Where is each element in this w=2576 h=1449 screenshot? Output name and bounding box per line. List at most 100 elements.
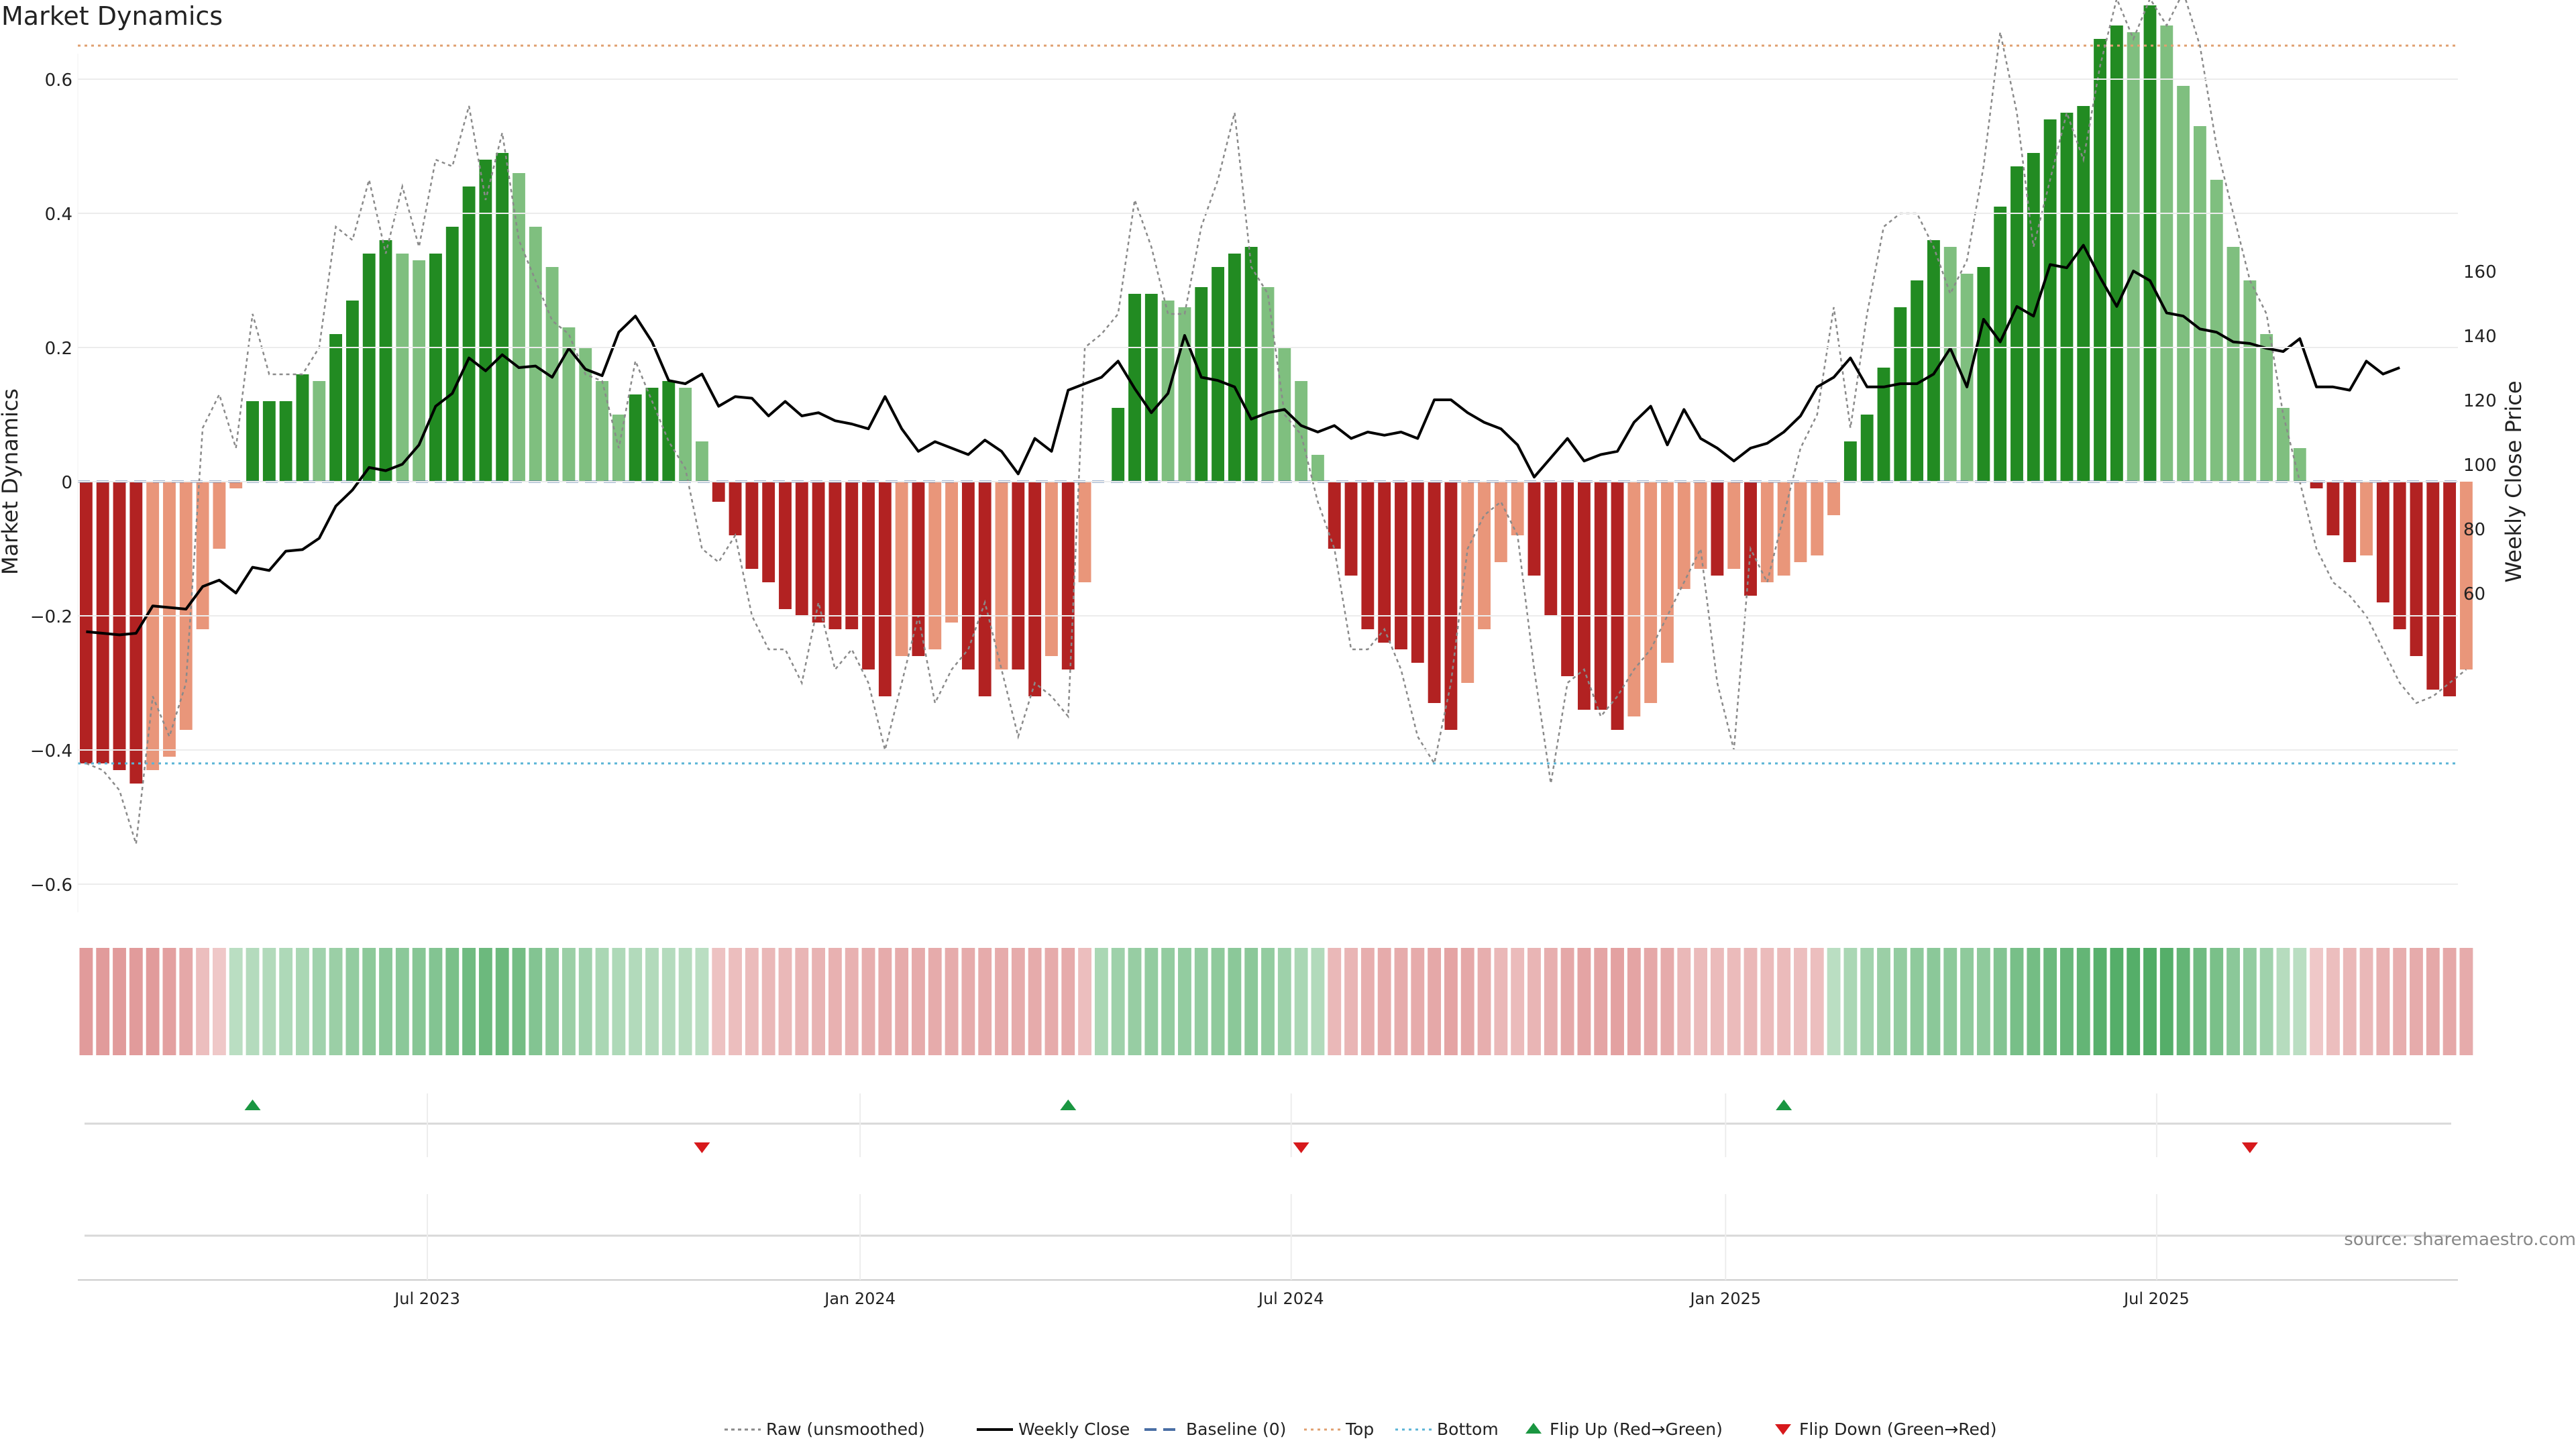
- heat-cell: [928, 948, 942, 1055]
- heat-cell: [162, 948, 176, 1055]
- dynamics-bar: [2043, 119, 2057, 482]
- dynamics-bar: [945, 482, 959, 623]
- dynamics-bar: [1677, 482, 1690, 589]
- heat-cell: [1061, 948, 1075, 1055]
- dynamics-bar: [679, 388, 692, 482]
- heat-cell: [1843, 948, 1858, 1055]
- dynamics-bar: [2177, 86, 2190, 482]
- heat-cell: [1993, 948, 2007, 1055]
- flip-down-marker: [1293, 1142, 1309, 1153]
- heat-cell: [329, 948, 343, 1055]
- heat-cell: [1660, 948, 1674, 1055]
- heat-cell: [912, 948, 925, 1055]
- heat-cell: [1477, 948, 1491, 1055]
- dynamics-bar: [2310, 482, 2323, 488]
- right-tick-label: 60: [2463, 584, 2485, 604]
- dynamics-bar: [762, 482, 775, 582]
- dynamics-bar: [279, 401, 292, 482]
- heat-cell: [1694, 948, 1708, 1055]
- legend-flip-up: Flip Up (Red→Green): [1550, 1419, 1723, 1439]
- left-tick-label: −0.4: [30, 741, 72, 761]
- heat-cell: [2310, 948, 2324, 1055]
- heat-cell: [1827, 948, 1841, 1055]
- heat-cell: [1178, 948, 1191, 1055]
- heat-cell: [2326, 948, 2340, 1055]
- heat-cell: [661, 948, 676, 1055]
- dynamics-bar: [1777, 482, 1790, 576]
- dynamics-bar: [1527, 482, 1541, 576]
- heat-cell: [1644, 948, 1658, 1055]
- dynamics-bar: [2077, 106, 2090, 482]
- dynamics-bar: [961, 482, 975, 669]
- dynamics-bar: [2127, 32, 2140, 482]
- dynamics-bar: [1228, 254, 1241, 482]
- dynamics-bar: [828, 482, 842, 629]
- heat-cell: [2393, 948, 2407, 1055]
- heat-cell: [2127, 948, 2141, 1055]
- dynamics-bar: [779, 482, 792, 609]
- dynamics-bar: [1644, 482, 1658, 703]
- heat-cell: [212, 948, 226, 1055]
- heat-cell: [895, 948, 909, 1055]
- dynamics-bar: [2410, 482, 2423, 656]
- heat-cell: [1228, 948, 1242, 1055]
- dynamics-bar: [562, 327, 576, 482]
- dynamics-bar: [895, 482, 908, 656]
- dynamics-bar: [1244, 247, 1258, 482]
- dynamics-bar: [1195, 287, 1208, 482]
- dynamics-bar: [2277, 408, 2290, 482]
- dynamics-bar: [262, 401, 276, 482]
- heat-cell: [812, 948, 826, 1055]
- heat-cell: [2226, 948, 2240, 1055]
- dynamics-bar: [1877, 368, 1890, 482]
- raw-series-line: [85, 0, 2467, 845]
- dynamics-bar: [396, 254, 409, 482]
- heat-cell: [2043, 948, 2057, 1055]
- dynamics-bar: [313, 381, 326, 482]
- heat-cell: [1244, 948, 1258, 1055]
- dynamics-bar: [1045, 482, 1058, 656]
- heat-cell: [1877, 948, 1890, 1055]
- heat-cell: [113, 948, 126, 1055]
- heat-cell: [1144, 948, 1159, 1055]
- heat-cell: [1760, 948, 1774, 1055]
- heat-cell: [795, 948, 809, 1055]
- heat-cell: [678, 948, 692, 1055]
- dynamics-bar: [529, 227, 542, 482]
- heat-cell: [978, 948, 992, 1055]
- dynamics-bar: [1960, 274, 1974, 482]
- dynamics-bar: [1911, 280, 1924, 482]
- dynamics-bar: [213, 482, 226, 549]
- dynamics-bar: [1627, 482, 1641, 716]
- heat-cell: [1328, 948, 1342, 1055]
- flip-down-marker: [2241, 1142, 2258, 1153]
- dynamics-bar: [1661, 482, 1674, 663]
- heat-cell: [1460, 948, 1474, 1055]
- dynamics-bar: [629, 394, 642, 482]
- heat-cell: [2443, 948, 2457, 1055]
- right-tick-label: 160: [2463, 262, 2497, 282]
- heat-cell: [1078, 948, 1092, 1055]
- heat-cell: [1344, 948, 1358, 1055]
- dynamics-bar: [1361, 482, 1375, 629]
- heat-cell: [1927, 948, 1941, 1055]
- heat-cell: [1094, 948, 1108, 1055]
- dynamics-bar: [1311, 455, 1324, 482]
- heat-cell: [1810, 948, 1824, 1055]
- heat-cell: [745, 948, 759, 1055]
- flip-up-marker: [244, 1099, 261, 1110]
- flip-panel: Jul 2023 Jan 2024 Jul 2024 Jan 2025 Jul 2025…: [78, 1093, 2576, 1308]
- dynamics-bar: [1428, 482, 1441, 703]
- dynamics-bar: [513, 173, 525, 482]
- heat-cell: [629, 948, 643, 1055]
- heat-cell: [1577, 948, 1591, 1055]
- dynamics-bar: [479, 160, 492, 482]
- heat-cell: [1128, 948, 1142, 1055]
- dynamics-bar: [379, 240, 392, 482]
- legend: Raw (unsmoothed) Weekly Close Baseline (0)…: [724, 1419, 1997, 1439]
- heat-cell: [478, 948, 492, 1055]
- heat-cell: [2293, 948, 2307, 1055]
- dynamics-bar: [1378, 482, 1391, 643]
- dynamics-bar: [1744, 482, 1757, 596]
